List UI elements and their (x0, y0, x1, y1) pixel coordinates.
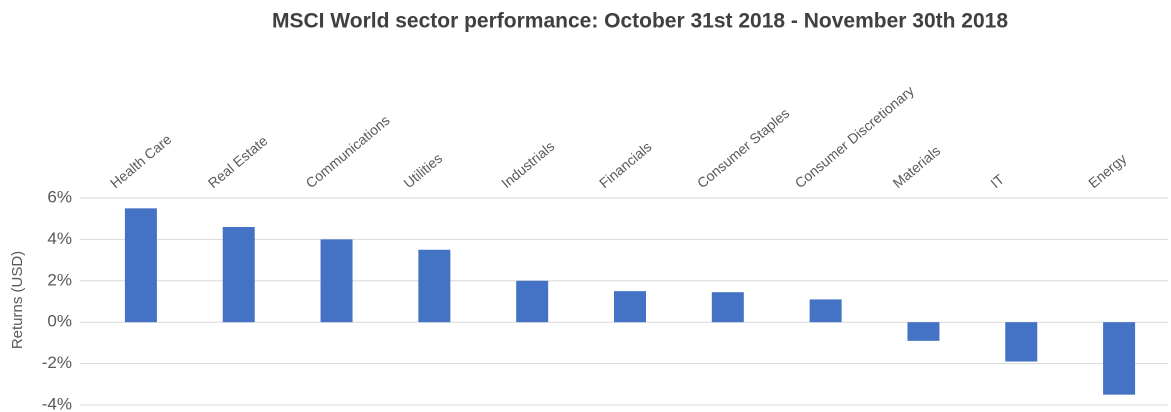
bar (320, 239, 353, 323)
x-tick-label: Industrials (498, 138, 557, 191)
y-tick-label: 6% (47, 187, 72, 206)
y-tick-label: -4% (42, 394, 72, 412)
x-tick-label: Energy (1085, 150, 1129, 191)
y-tick-label: 0% (47, 312, 72, 331)
bar (711, 292, 744, 323)
x-tick-label: Consumer Staples (694, 105, 793, 191)
y-tick-label: -2% (42, 353, 72, 372)
x-tick-label: Health Care (107, 131, 175, 191)
bar (516, 280, 549, 323)
bar (418, 249, 451, 323)
y-axis-label: Returns (USD) (9, 251, 26, 349)
chart-title: MSCI World sector performance: October 3… (272, 10, 1008, 33)
bar (124, 208, 157, 323)
x-tick-label: Financials (596, 138, 655, 191)
x-tick-label: Utilities (400, 150, 445, 191)
x-tick-label: Communications (303, 112, 393, 191)
y-tick-label: 4% (47, 229, 72, 248)
y-tick-label: 2% (47, 270, 72, 289)
x-tick-label: Real Estate (205, 132, 271, 191)
bar (1103, 322, 1136, 395)
bar (1005, 322, 1038, 362)
bar (222, 226, 255, 323)
x-tick-label: IT (987, 171, 1007, 192)
x-tick-label: Materials (889, 142, 943, 191)
bar (907, 322, 940, 341)
bar (809, 299, 842, 323)
bar (614, 291, 646, 323)
